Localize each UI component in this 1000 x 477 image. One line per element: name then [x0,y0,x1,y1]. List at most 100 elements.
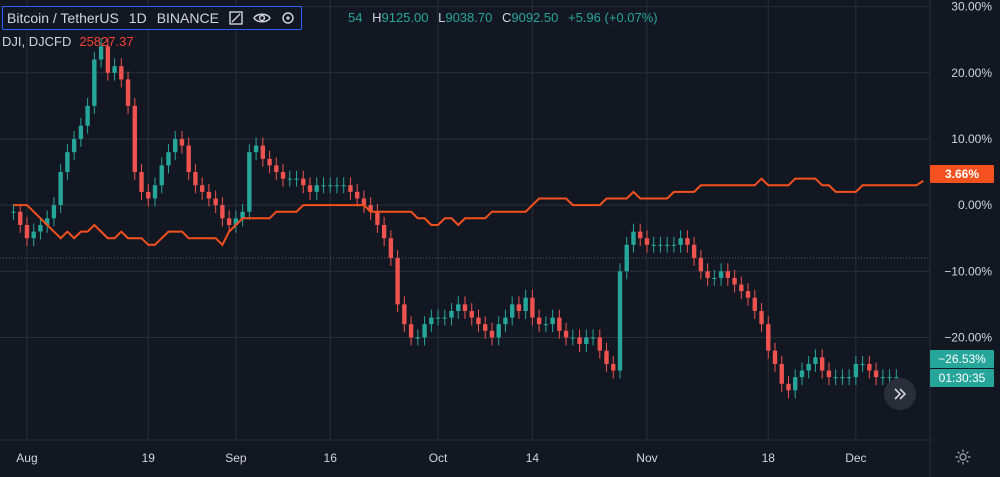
candle-body [853,363,859,378]
close-label: C [501,10,512,25]
candle-body [429,317,434,325]
candle-body [85,105,90,126]
candle-body [779,363,784,384]
x-tick-label: 18 [762,451,776,465]
candle-body [483,324,488,331]
candle-body [509,304,515,318]
candle-body [819,357,825,371]
candle-body [651,244,656,246]
candle-body [71,138,77,153]
candle-body [880,377,886,379]
chart-settings-gear[interactable] [952,446,974,468]
candle-body [206,191,212,199]
candle-body [213,198,218,206]
candle-body [523,297,528,311]
candle-body [543,324,549,326]
candle-body [388,238,394,259]
btc-percent-badge: −26.53% [930,350,994,368]
settings-icon[interactable] [281,11,295,25]
candle-body [105,46,111,73]
candle-body [226,218,232,225]
candle-body [786,383,791,391]
candle-body [894,377,899,379]
interval-label: 1D [128,10,147,26]
scroll-to-realtime-button[interactable] [884,378,916,410]
candle-body [718,271,724,278]
low-label: L [438,10,446,25]
x-tick-label: Oct [429,451,448,465]
candle-body [725,271,731,278]
candle-body [119,66,124,80]
candle-body [348,185,353,192]
candle-body [752,297,757,311]
x-tick-label: 16 [324,451,338,465]
countdown-badge: 01:30:35 [930,369,994,387]
candle-body [173,138,178,153]
candle-body [307,185,313,192]
chart-grid [0,0,930,440]
candle-body [516,304,522,311]
candle-body [860,363,865,365]
symbol-legend[interactable]: Bitcoin / TetherUS 1D BINANCE [2,6,302,30]
y-tick-label: −10.00% [944,264,992,278]
candle-body [577,337,582,345]
symbol-title: Bitcoin / TetherUS [7,10,119,26]
x-tick-label: 19 [142,451,156,465]
x-tick-label: 14 [526,451,540,465]
candle-body [31,231,36,239]
candle-body [793,377,798,391]
x-tick-label: Nov [636,451,657,465]
candle-body [826,370,832,378]
candle-body [644,238,650,245]
candle-body [361,198,367,206]
candle-body [247,152,252,212]
candle-body [159,165,164,186]
dji-symbol: DJI, DJCFD [2,34,72,49]
candle-body [806,363,811,371]
candle-body [638,231,643,239]
candle-body [476,317,481,325]
candle-body [220,205,225,219]
close-value: 9092.50 [511,10,559,25]
low-value: 9038.70 [445,10,493,25]
candle-body [301,178,306,186]
candle-body [334,185,340,187]
change-value: +5.96 (+0.07%) [567,10,658,25]
candle-body [139,172,144,192]
dji-percent-badge: 3.66% [930,165,994,183]
candle-body [745,291,751,298]
candle-body [678,238,683,245]
candle-body [112,66,117,73]
candle-body [833,377,838,379]
candle-body [132,105,137,173]
dji-legend[interactable]: DJI, DJCFD 25827.37 [2,34,134,49]
candle-body [260,145,266,159]
eye-icon[interactable] [253,12,271,24]
candle-body [887,377,892,379]
y-tick-label: 30.00% [951,0,992,14]
candle-body [766,324,771,351]
candle-body [611,363,616,371]
candle-body [415,337,421,339]
candle-body [867,363,872,371]
candle-body [98,46,104,60]
candle-body [402,304,407,325]
square-icon[interactable] [229,11,243,25]
candle-body [179,138,185,146]
exchange-label: BINANCE [156,10,219,26]
candle-body [590,337,596,339]
candle-body [658,244,663,246]
candle-body [395,258,400,305]
candle-body [597,337,602,351]
candle-body [58,172,63,206]
gear-icon [955,449,971,465]
candle-body [469,310,474,318]
candle-body [664,244,670,246]
candle-body [671,244,677,246]
candle-body [280,172,286,179]
candle-body [11,211,16,213]
candle-body [44,218,50,225]
candle-body [705,271,710,278]
